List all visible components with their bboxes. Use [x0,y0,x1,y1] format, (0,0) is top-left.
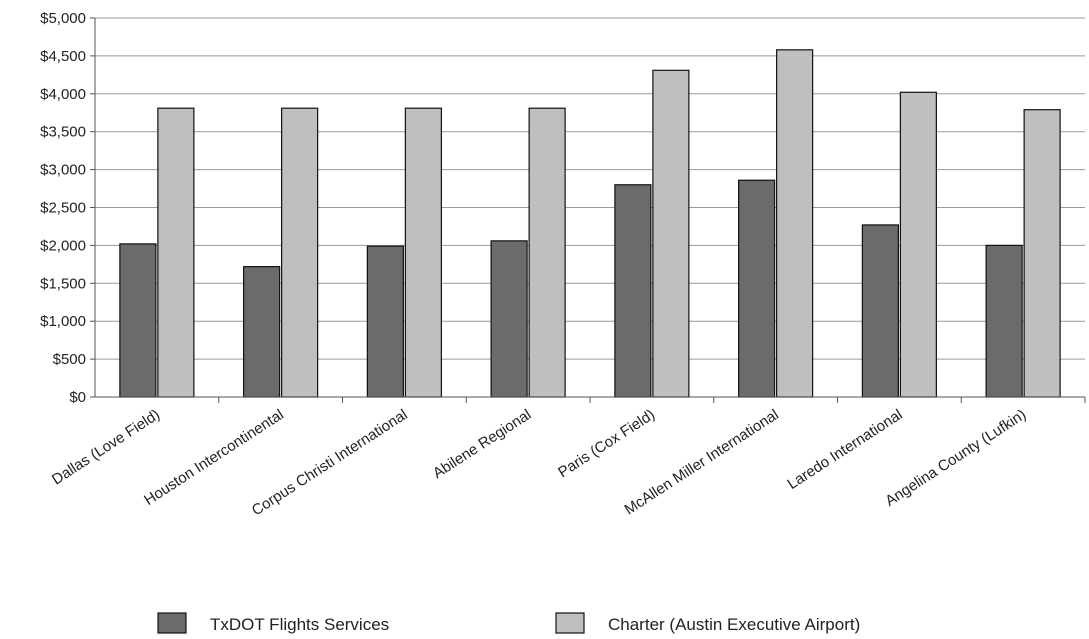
bar-txdot [243,266,281,398]
bar-charter [652,69,690,398]
axes [90,17,1086,403]
bar-charter [776,49,814,398]
y-tick-label: $2,000 [40,237,86,254]
x-tick-label: Angelina County (Lufkin) [882,406,1029,510]
bar-charter [528,107,566,398]
bar-charter [1023,109,1061,398]
y-tick-label: $4,500 [40,48,86,65]
bar-txdot [738,179,776,398]
legend-swatch-charter [555,612,585,634]
bar-charter [899,91,937,398]
legend-label-charter: Charter (Austin Executive Airport) [608,615,860,634]
y-tick-label: $4,000 [40,86,86,103]
y-tick-label: $2,500 [40,200,86,217]
bar-charter [157,107,195,398]
y-tick-label: $3,500 [40,124,86,141]
x-tick-label: Abilene Regional [430,406,534,482]
bar-txdot [490,240,528,398]
x-tick-label: Laredo International [784,406,905,493]
bar-txdot [861,224,899,398]
x-tick-label: Paris (Cox Field) [555,406,658,481]
y-tick-label: $5,000 [40,10,86,27]
y-tick-label: $1,500 [40,275,86,292]
bars [119,49,1061,398]
x-tick-labels: Dallas (Love Field)Houston Intercontinen… [49,406,1029,519]
y-tick-label: $500 [53,351,86,368]
bar-txdot [985,244,1023,398]
y-tick-label: $1,000 [40,313,86,330]
bar-txdot [366,245,404,398]
legend-swatch-txdot [157,612,187,634]
x-tick-label: Dallas (Love Field) [49,406,163,488]
bar-charter [404,107,442,398]
legend-label-txdot: TxDOT Flights Services [210,615,389,634]
y-tick-labels: $0 $500 $1,000 $1,500 $2,000 $2,500 $3,000 $3,5… [40,10,86,406]
legend: TxDOT Flights Services Charter (Austin Ex… [157,612,860,634]
bar-txdot [119,243,157,398]
y-tick-label: $0 [69,389,86,406]
bar-txdot [614,184,652,398]
y-tick-label: $3,000 [40,162,86,179]
bar-charter [281,107,319,398]
